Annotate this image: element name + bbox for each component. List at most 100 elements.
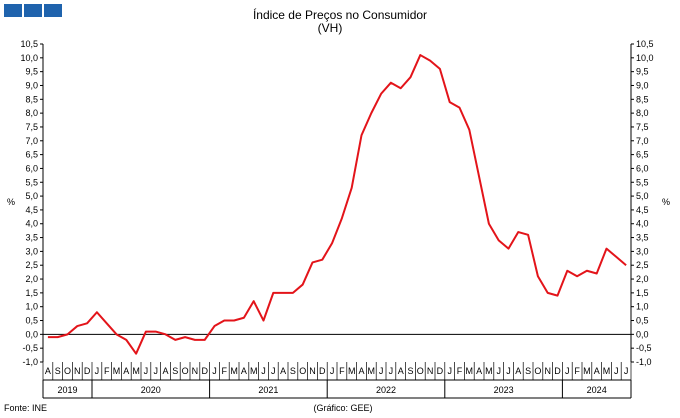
y-tick-label-left: 9,5 (25, 67, 38, 77)
month-label: S (55, 366, 61, 376)
month-label: D (201, 366, 208, 376)
y-tick-label-right: 10,0 (636, 53, 654, 63)
y-tick-label-right: -1,0 (636, 357, 652, 367)
y-tick-label-left: 0,0 (25, 329, 38, 339)
y-tick-label-right: 3,5 (636, 233, 649, 243)
month-label: M (132, 366, 140, 376)
y-tick-label-right: 6,0 (636, 163, 649, 173)
year-label: 2023 (494, 385, 514, 395)
month-label: J (271, 366, 276, 376)
month-label: F (339, 366, 345, 376)
y-tick-label-right: -0,5 (636, 343, 652, 353)
month-label: J (95, 366, 100, 376)
month-label: M (583, 366, 591, 376)
source-note: Fonte: INE (4, 403, 47, 413)
month-label: J (565, 366, 570, 376)
month-label: J (379, 366, 384, 376)
month-label: A (162, 366, 168, 376)
y-tick-label-right: 7,0 (636, 136, 649, 146)
chart-title: Índice de Preços no Consumidor (253, 7, 427, 22)
year-label: 2020 (141, 385, 161, 395)
month-label: D (319, 366, 326, 376)
month-label: J (212, 366, 217, 376)
year-label: 2024 (587, 385, 607, 395)
month-label: A (45, 366, 51, 376)
month-label: N (544, 366, 551, 376)
month-label: F (104, 366, 110, 376)
month-label: A (476, 366, 482, 376)
month-label: J (330, 366, 335, 376)
month-label: F (222, 366, 228, 376)
y-tick-label-left: 7,0 (25, 136, 38, 146)
month-label: F (457, 366, 463, 376)
month-label: J (153, 366, 158, 376)
month-label: A (241, 366, 247, 376)
year-label: 2019 (57, 385, 77, 395)
y-tick-label-right: 4,0 (636, 219, 649, 229)
month-label: S (525, 366, 531, 376)
y-tick-label-left: 10,5 (20, 39, 38, 49)
y-tick-label-right: 5,0 (636, 191, 649, 201)
y-tick-label-left: -1,0 (22, 357, 38, 367)
y-tick-label-left: 4,0 (25, 219, 38, 229)
y-tick-label-right: 7,5 (636, 122, 649, 132)
month-label: M (603, 366, 611, 376)
month-label: D (84, 366, 91, 376)
logo-block-1 (4, 4, 22, 17)
month-label: J (624, 366, 629, 376)
y-ticks-left: -1,0 -0,5 0,0 0,5 1,0 1,5 2,0 2,5 3,0 3,5 4,0 4,5 5,… (20, 39, 43, 367)
y-tick-label-left: 2,5 (25, 260, 38, 270)
y-tick-label-right: 1,0 (636, 302, 649, 312)
month-label: M (485, 366, 493, 376)
y-tick-label-left: 0,5 (25, 316, 38, 326)
y-tick-label-right: 3,0 (636, 246, 649, 256)
month-label: J (389, 366, 394, 376)
y-tick-label-left: 5,5 (25, 177, 38, 187)
y-tick-label-left: 2,0 (25, 274, 38, 284)
month-label: F (574, 366, 580, 376)
y-axis-label-right: % (662, 197, 670, 207)
y-tick-label-left: 3,5 (25, 233, 38, 243)
month-label: D (437, 366, 444, 376)
series-group (47, 54, 627, 355)
y-tick-label-right: 1,5 (636, 288, 649, 298)
month-label: N (309, 366, 316, 376)
month-label: O (299, 366, 306, 376)
y-tick-label-right: 9,5 (636, 67, 649, 77)
y-tick-label-right: 0,0 (636, 329, 649, 339)
y-tick-label-right: 10,5 (636, 39, 654, 49)
month-label: O (64, 366, 71, 376)
y-tick-label-right: 4,5 (636, 205, 649, 215)
month-label: J (614, 366, 619, 376)
institution-logo-icon (4, 4, 62, 17)
y-tick-label-right: 5,5 (636, 177, 649, 187)
month-label: A (123, 366, 129, 376)
y-tick-label-left: -0,5 (22, 343, 38, 353)
y-tick-label-left: 1,5 (25, 288, 38, 298)
month-label: N (427, 366, 434, 376)
month-label: M (250, 366, 258, 376)
y-tick-label-right: 0,5 (636, 316, 649, 326)
month-label: N (192, 366, 199, 376)
y-tick-label-left: 3,0 (25, 246, 38, 256)
y-tick-label-left: 4,5 (25, 205, 38, 215)
month-label: M (230, 366, 238, 376)
logo-block-3 (44, 4, 62, 17)
month-label: J (496, 366, 501, 376)
y-ticks-right: -1,0 -0,5 0,0 0,5 1,0 1,5 2,0 2,5 3,0 3,5 4,0 4,5 5,… (631, 39, 654, 367)
month-label: M (368, 366, 376, 376)
year-label: 2022 (376, 385, 396, 395)
y-tick-label-left: 10,0 (20, 53, 38, 63)
month-label: O (182, 366, 189, 376)
month-label: O (534, 366, 541, 376)
month-label: M (348, 366, 356, 376)
axes (42, 44, 632, 399)
month-label: A (515, 366, 521, 376)
y-tick-label-left: 7,5 (25, 122, 38, 132)
month-label: D (554, 366, 561, 376)
year-label: 2021 (258, 385, 278, 395)
y-axis-label-left: % (7, 197, 15, 207)
y-tick-label-right: 2,0 (636, 274, 649, 284)
y-tick-label-left: 1,0 (25, 302, 38, 312)
month-label: S (407, 366, 413, 376)
